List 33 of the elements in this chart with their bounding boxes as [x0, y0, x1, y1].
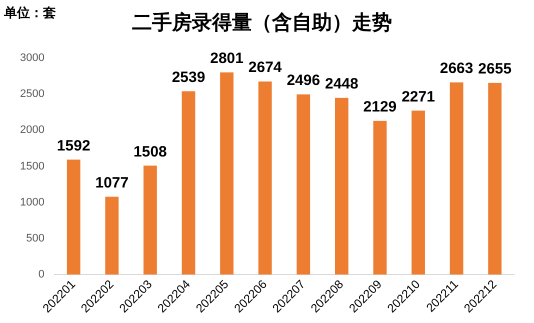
y-tick-label: 3000: [20, 52, 44, 64]
data-label: 2539: [172, 68, 206, 86]
bar: [258, 82, 272, 275]
bar: [296, 94, 310, 275]
bar: [144, 166, 157, 275]
data-label: 2496: [286, 72, 320, 90]
bar: [412, 110, 425, 275]
bar: [220, 72, 234, 275]
data-label: 2655: [478, 60, 512, 78]
bar: [66, 160, 80, 275]
y-tick-label: 2000: [20, 124, 44, 136]
bar: [105, 196, 119, 275]
bar: [182, 91, 196, 275]
data-label: 1592: [56, 137, 90, 154]
y-tick-label: 2500: [20, 88, 44, 100]
data-label: 2674: [248, 59, 282, 76]
data-label: 2129: [363, 98, 397, 116]
data-label: 2271: [402, 88, 435, 106]
data-label: 1508: [134, 143, 167, 160]
bar: [373, 120, 387, 275]
bar: [488, 82, 502, 275]
bar: [450, 82, 464, 275]
data-label: 2663: [440, 60, 474, 77]
text: 单位：套: [4, 5, 56, 22]
bar: [334, 98, 348, 275]
data-label: 1077: [95, 174, 129, 192]
chart-title: 二手房录得量（含自助）走势: [132, 10, 392, 34]
y-tick-label: 1500: [20, 160, 44, 172]
y-tick-label: 500: [26, 232, 44, 244]
data-label: 2448: [324, 75, 358, 92]
data-label: 2801: [210, 50, 244, 67]
y-tick-label: 1000: [20, 196, 44, 208]
y-tick-label: 0: [38, 268, 44, 281]
